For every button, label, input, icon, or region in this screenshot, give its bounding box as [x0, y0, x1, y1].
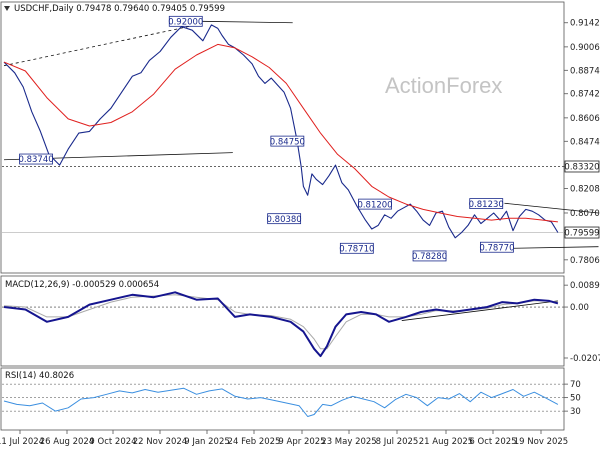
- rsi-line: [3, 387, 559, 417]
- rsi-panel-label: RSI(14) 40.8026: [5, 371, 74, 381]
- price-annotations: 0.92000 0.83740 0.84750 0.80380 0.81200 0.787…: [18, 15, 514, 262]
- header-symbol-line: USDCHF,Daily 0.79478 0.79640 0.79405 0.7…: [14, 4, 225, 14]
- annotation-box: [358, 198, 392, 210]
- x-tick-label: 19 Nov 2025: [514, 437, 568, 447]
- x-tick-label: 23 May 2025: [321, 437, 376, 447]
- rsi-series: [3, 387, 559, 417]
- rsi-y-tick-label: 70: [570, 380, 581, 390]
- annotation-label: 0.78710: [339, 245, 374, 255]
- price-annotation: 0.78280: [412, 250, 447, 262]
- annotation-label: 0.81200: [357, 200, 392, 210]
- horizontal-level-box: [564, 160, 600, 173]
- price-annotation: 0.84750: [270, 135, 305, 147]
- annotation-box: [469, 198, 504, 209]
- annotation-box: [267, 213, 302, 225]
- price-annotation: 0.78770: [479, 241, 514, 253]
- annotation-label: 0.84750: [270, 137, 305, 147]
- x-tick-label: 9 Jan 2025: [184, 437, 230, 447]
- x-tick-label: 26 Aug 2024: [40, 437, 94, 447]
- rsi-y-tick-label: 50: [570, 394, 581, 404]
- price-annotation: 0.81200: [357, 198, 393, 210]
- annotation-label: 0.78280: [412, 252, 447, 262]
- macd-panel-frame: [0, 275, 565, 367]
- x-tick-label: 24 Feb 2025: [228, 437, 281, 447]
- macd-panel-label: MACD(12,26,9) -0.000529 0.000654: [5, 280, 159, 290]
- macd-y-axis: 0.008923 0.00 -0.020759: [564, 281, 600, 364]
- price-annotation: 0.80380: [267, 213, 302, 225]
- x-tick-label: 9 Apr 2025: [278, 437, 325, 447]
- x-tick-label: 9 Oct 2024: [89, 437, 136, 447]
- rsi-panel-frame: [0, 367, 565, 431]
- annotation-label: 0.92000: [168, 18, 203, 28]
- current-price-box: [564, 226, 600, 239]
- moving-average-line: [3, 43, 558, 223]
- annotation-label: 0.80380: [267, 215, 302, 225]
- horizontal-level-tag: 0.83320: [564, 160, 600, 173]
- trend-line: [200, 20, 293, 24]
- price-line: [3, 24, 559, 239]
- x-tick-label: 8 Jul 2025: [376, 437, 419, 447]
- macd-y-tick-label: 0.00: [570, 303, 589, 313]
- x-tick-label: 21 Aug 2025: [419, 437, 473, 447]
- annotation-box: [480, 241, 514, 253]
- annotation-box: [168, 15, 203, 27]
- annotation-label: 0.83740: [18, 155, 53, 165]
- price-guides: [2, 20, 599, 249]
- annotation-box: [19, 153, 53, 165]
- price-annotation: 0.78710: [339, 242, 374, 255]
- trend-line: [3, 24, 197, 67]
- annotation-box: [270, 135, 305, 147]
- annotation-label: 0.78770: [479, 243, 514, 253]
- macd-line: [3, 291, 559, 358]
- horizontal-level-label: 0.83320: [564, 163, 599, 173]
- header-toggle-icon[interactable]: [4, 6, 10, 11]
- annotation-label: 0.81230: [469, 200, 504, 210]
- x-tick-label: 22 Nov 2024: [133, 437, 187, 447]
- panel-frames: [0, 1, 565, 431]
- annotation-box: [339, 242, 374, 254]
- macd-y-tick-label: -0.020759: [570, 354, 600, 364]
- current-price-tag: 0.79599: [564, 226, 600, 239]
- macd-y-tick-label: 0.008923: [570, 281, 600, 291]
- x-tick-label: 6 Oct 2025: [469, 437, 516, 447]
- annotation-box: [412, 250, 447, 262]
- trend-line: [504, 246, 599, 249]
- macd-series: [3, 291, 559, 358]
- rsi-y-axis: 70 50 30: [564, 380, 581, 417]
- trend-line: [504, 202, 599, 214]
- price-series: [3, 24, 559, 239]
- watermark-text: ActionForex: [385, 73, 502, 98]
- price-annotation: 0.92000: [168, 15, 203, 28]
- price-annotation: 0.81230: [469, 198, 504, 210]
- macd-trend-line: [401, 300, 558, 321]
- x-tick-label: 11 Jul 2024: [0, 437, 44, 447]
- price-panel-frame: [0, 1, 565, 274]
- rsi-y-tick-label: 30: [570, 407, 581, 417]
- current-price-label: 0.79599: [564, 229, 599, 239]
- price-annotation: 0.83740: [18, 153, 54, 165]
